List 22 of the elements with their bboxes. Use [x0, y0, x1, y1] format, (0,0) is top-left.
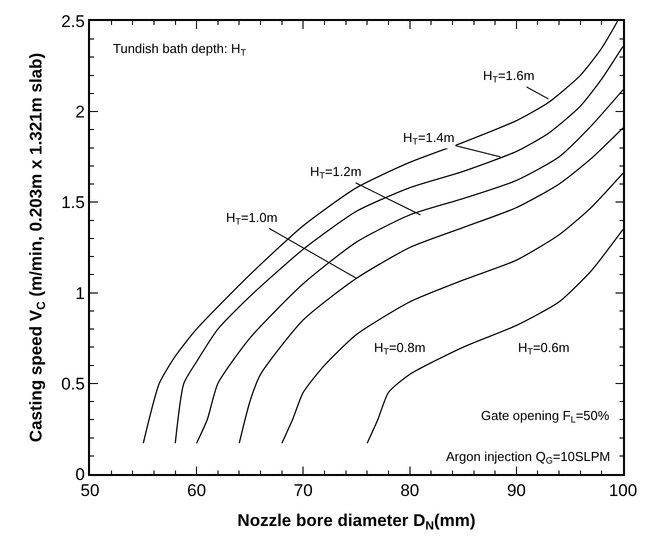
annotation: Argon injection Q$_{G}$=10SLPM	[446, 449, 610, 466]
y-tick-label: 2	[75, 102, 85, 122]
annotation: H$_{T}$=1.6m	[483, 68, 534, 85]
annotation: H$_{T}$=1.0m	[226, 210, 278, 227]
x-tick-label: 70	[294, 481, 313, 500]
annotation: H$_{T}$=1.2m	[310, 164, 362, 181]
y-tick-label: 1.5	[61, 193, 85, 212]
annotation: H$_{T}$=0.6m	[518, 340, 570, 357]
x-tick-label: 100	[608, 481, 638, 500]
x-tick-label: 80	[400, 481, 420, 500]
y-tick-label: 0	[75, 464, 85, 484]
annotation: Tundish bath depth: H$_{T}$	[113, 41, 246, 58]
x-tick-label: 60	[187, 481, 206, 500]
annotation: H$_{T}$=0.8m	[374, 340, 426, 357]
annotation: H$_{T}$=1.4m	[403, 130, 454, 147]
annotation: Gate opening F$_{L}$=50%	[481, 408, 610, 425]
y-tick-label: 1	[75, 284, 85, 303]
x-tick-label: 50	[80, 481, 100, 500]
x-axis-title: Nozzle bore diameter D$_{N}$(mm)	[237, 511, 476, 533]
y-tick-label: 0.5	[61, 374, 85, 394]
y-tick-label: 2.5	[61, 12, 85, 31]
x-tick-label: 90	[506, 481, 526, 500]
